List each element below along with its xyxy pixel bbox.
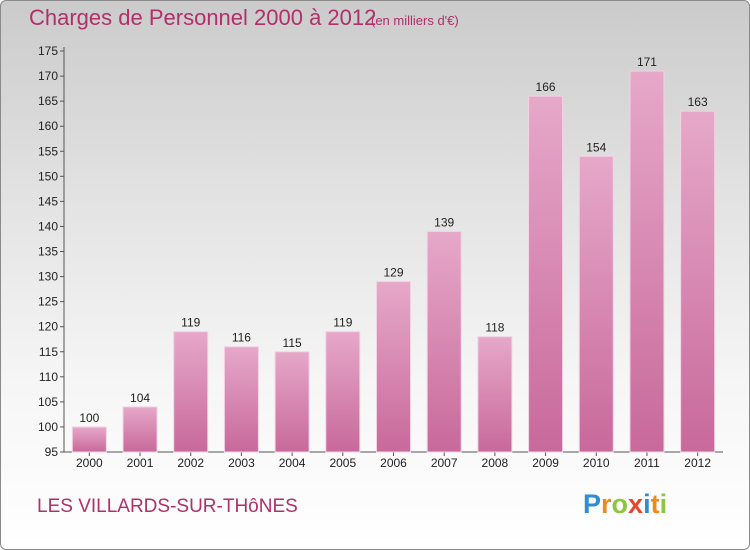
data-label: 118 [485, 321, 504, 335]
commune-name: LES VILLARDS-SUR-THôNES [37, 496, 298, 517]
y-tick-label: 145 [38, 194, 58, 208]
bar [223, 346, 259, 453]
y-tick-label: 150 [38, 169, 58, 183]
y-tick-label: 105 [38, 395, 58, 409]
x-tick-label: 2004 [279, 456, 306, 470]
bar [122, 406, 158, 453]
x-tick-label: 2012 [684, 456, 711, 470]
logo-letter: o [611, 489, 629, 519]
y-tick-label: 120 [38, 320, 58, 334]
x-tick-label: 2007 [431, 456, 458, 470]
bar [71, 426, 107, 453]
x-tick-label: 2010 [583, 456, 610, 470]
y-tick-label: 100 [38, 420, 58, 434]
y-tick-label: 160 [38, 119, 58, 133]
bar [578, 155, 614, 453]
data-label: 119 [333, 316, 352, 330]
x-tick-label: 2001 [127, 456, 154, 470]
bar [426, 230, 462, 453]
y-tick-label: 165 [38, 94, 58, 108]
bar [528, 95, 564, 453]
logo-letter: r [601, 489, 612, 519]
y-tick-label: 115 [39, 345, 58, 359]
bar [376, 281, 411, 453]
y-tick-label: 175 [38, 44, 58, 58]
x-tick-label: 2005 [329, 456, 356, 470]
data-label: 129 [383, 266, 403, 280]
logo-letter: t [650, 489, 660, 519]
y-tick-label: 125 [38, 295, 58, 309]
y-tick-label: 140 [38, 219, 58, 233]
x-tick-label: 2003 [228, 456, 255, 470]
y-tick-label: 130 [38, 270, 58, 284]
data-label: 171 [637, 55, 657, 69]
y-tick-label: 95 [45, 445, 59, 459]
y-tick-label: 135 [38, 245, 58, 259]
logo-letter: i [643, 489, 651, 519]
data-label: 104 [130, 391, 150, 405]
data-label: 166 [536, 80, 556, 94]
bar [325, 331, 361, 453]
data-label: 116 [232, 331, 251, 345]
data-label: 100 [79, 411, 99, 425]
data-label: 115 [283, 336, 302, 350]
logo-letter: P [583, 489, 602, 519]
bar [629, 70, 665, 453]
y-tick-label: 110 [39, 370, 58, 384]
x-tick-label: 2009 [532, 456, 559, 470]
x-tick-label: 2011 [634, 456, 660, 470]
x-tick-label: 2008 [482, 456, 509, 470]
proxiti-logo[interactable]: Proxiti [583, 489, 667, 520]
bar [680, 110, 716, 453]
chart-subtitle: (en milliers d'€) [371, 13, 459, 28]
x-tick-label: 2002 [177, 456, 204, 470]
logo-letter: i [659, 489, 668, 519]
y-tick-label: 170 [38, 69, 58, 83]
bar [274, 351, 310, 453]
bar [477, 336, 513, 453]
x-tick-label: 2000 [76, 456, 103, 470]
chart-title: Charges de Personnel 2000 à 2012 [29, 5, 377, 30]
data-label: 139 [434, 215, 454, 229]
bar [173, 331, 209, 453]
data-label: 163 [688, 95, 708, 109]
x-tick-label: 2006 [380, 456, 407, 470]
data-label: 119 [181, 316, 200, 330]
y-tick-label: 155 [38, 144, 58, 158]
logo-letter: x [628, 489, 644, 519]
data-label: 154 [586, 140, 606, 154]
